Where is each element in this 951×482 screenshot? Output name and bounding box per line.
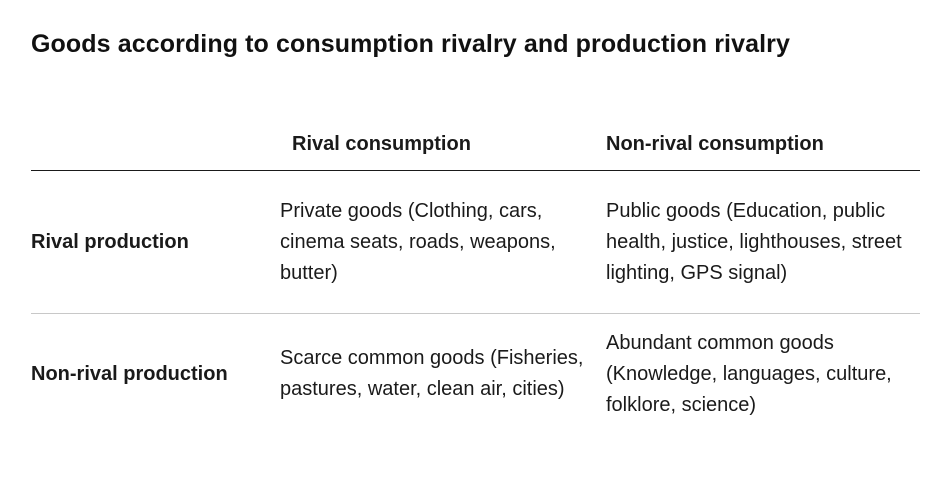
table-header-row: Rival consumption Non-rival consumption xyxy=(31,118,920,171)
header-non-rival-consumption: Non-rival consumption xyxy=(606,132,824,155)
table-row: Rival production Private goods (Clothing… xyxy=(31,171,920,314)
cell-abundant-common-goods: Abundant common goods (Knowledge, langua… xyxy=(606,331,892,416)
cell-public-goods: Public goods (Education, public health, … xyxy=(606,199,902,284)
row-label-rival-production: Rival production xyxy=(31,230,189,253)
goods-table: Rival consumption Non-rival consumption … xyxy=(31,118,920,434)
page-title: Goods according to consumption rivalry a… xyxy=(31,30,790,58)
header-rival-consumption: Rival consumption xyxy=(292,132,471,155)
row-label-non-rival-production: Non-rival production xyxy=(31,362,228,385)
cell-private-goods: Private goods (Clothing, cars, cinema se… xyxy=(280,199,556,284)
cell-scarce-common-goods: Scarce common goods (Fisheries, pastures… xyxy=(280,347,584,400)
table-row: Non-rival production Scarce common goods… xyxy=(31,314,920,434)
